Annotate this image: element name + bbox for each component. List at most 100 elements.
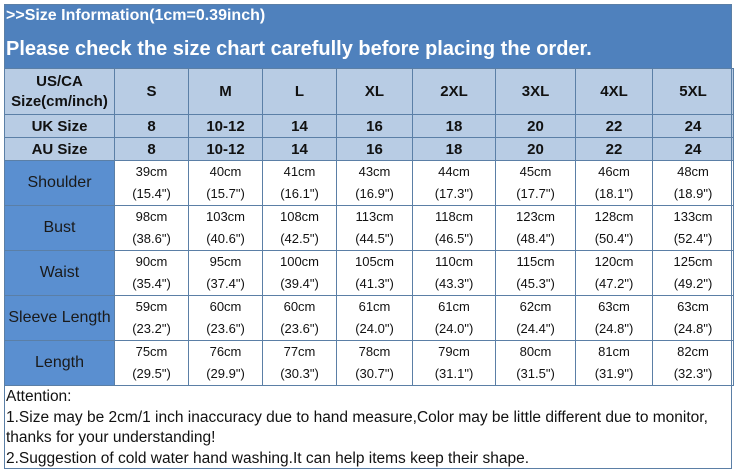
measurement-cm: 95cm <box>209 254 242 269</box>
measurement-inch: (18.9") <box>673 186 713 201</box>
measurement-inch: (30.3") <box>280 366 319 381</box>
size-header: 5XL <box>652 68 734 115</box>
measurement-cm: 60cm <box>283 299 316 314</box>
measurement-row: Bust 98cm (38.6") 103cm (40.6") 108cm (42.5") 1… <box>4 205 734 251</box>
measurement-cell: 79cm (31.1") <box>412 340 496 386</box>
header-label-line: Size(cm/inch) <box>11 92 108 110</box>
measurement-inch: (16.1") <box>280 186 319 201</box>
measurement-cm: 115cm <box>516 254 555 269</box>
measurement-inch: (31.9") <box>594 366 634 381</box>
measurement-cm: 63cm <box>677 299 709 314</box>
measurement-cell: 46cm (18.1") <box>575 160 653 206</box>
attention-note-1: 1.Size may be 2cm/1 inch inaccuracy due … <box>6 408 708 426</box>
measurement-cell: 44cm (17.3") <box>412 160 496 206</box>
measurement-cm: 45cm <box>519 164 552 179</box>
measurement-cm: 125cm <box>673 254 713 269</box>
measurement-cm: 78cm <box>358 344 391 359</box>
uk-size-value: 14 <box>262 114 337 138</box>
measurement-cell: 60cm (23.6") <box>262 295 337 341</box>
uk-size-value: 16 <box>336 114 413 138</box>
measurement-cm: 120cm <box>594 254 634 269</box>
measurement-cell: 105cm (41.3") <box>336 250 413 296</box>
measurement-cm: 110cm <box>434 254 474 269</box>
measurement-inch: (15.7") <box>206 186 245 201</box>
measurement-inch: (37.4") <box>206 276 245 291</box>
measurement-row: Waist 90cm (35.4") 95cm (37.4") 100cm (39.4") 1… <box>4 250 734 296</box>
measurement-row: Shoulder 39cm (15.4") 40cm (15.7") 41cm (16.1"… <box>4 160 734 206</box>
measurement-cm: 80cm <box>519 344 552 359</box>
measurement-cell: 59cm (23.2") <box>114 295 189 341</box>
size-chart-table: US/CA Size(cm/inch) S M L XL 2XL 3XL 4XL 5XL UK Si… <box>4 68 734 386</box>
measurement-inch: (24.0") <box>355 321 394 336</box>
measurement-cm: 76cm <box>209 344 242 359</box>
measurement-cm: 90cm <box>135 254 168 269</box>
measurement-cm: 82cm <box>677 344 709 359</box>
measurement-cell: 103cm (40.6") <box>188 205 263 251</box>
measurement-cell: 113cm (44.5") <box>336 205 413 251</box>
measurement-cm: 81cm <box>598 344 630 359</box>
measurement-row: Length 75cm (29.5") 76cm (29.9") 77cm (30.3") 7… <box>4 340 734 386</box>
measurement-cell: 76cm (29.9") <box>188 340 263 386</box>
measurement-cell: 48cm (18.9") <box>652 160 734 206</box>
measurement-inch: (42.5") <box>280 231 319 246</box>
measurement-cell: 95cm (37.4") <box>188 250 263 296</box>
measurement-inch: (31.1") <box>434 366 474 381</box>
measurement-cm: 118cm <box>434 209 474 224</box>
measurement-inch: (17.7") <box>516 186 555 201</box>
measurement-cell: 61cm (24.0") <box>336 295 413 341</box>
au-size-row: AU Size 8 10-12 14 16 18 20 22 24 <box>4 137 734 161</box>
measurement-inch: (29.9") <box>206 366 245 381</box>
au-size-value: 22 <box>575 137 653 161</box>
measurement-cell: 128cm (50.4") <box>575 205 653 251</box>
size-chart-notice: Please check the size chart carefully be… <box>6 38 592 60</box>
uk-size-value: 8 <box>114 114 189 138</box>
measurement-inch: (29.5") <box>132 366 171 381</box>
measurement-cm: 43cm <box>358 164 391 179</box>
measurement-cm: 98cm <box>135 209 168 224</box>
au-size-value: 8 <box>114 137 189 161</box>
measurement-inch: (23.2") <box>132 321 171 336</box>
size-header: 2XL <box>412 68 496 115</box>
measurement-inch: (52.4") <box>673 231 713 246</box>
measurement-inch: (38.6") <box>132 231 171 246</box>
measurement-cell: 61cm (24.0") <box>412 295 496 341</box>
measurement-inch: (50.4") <box>594 231 634 246</box>
measurement-inch: (41.3") <box>355 276 394 291</box>
measurement-cm: 75cm <box>135 344 168 359</box>
measurement-cell: 90cm (35.4") <box>114 250 189 296</box>
au-size-value: 18 <box>412 137 496 161</box>
measurement-inch: (18.1") <box>594 186 634 201</box>
measurement-cm: 79cm <box>438 344 470 359</box>
measurement-inch: (48.4") <box>516 231 555 246</box>
measurement-cm: 61cm <box>358 299 391 314</box>
uk-size-row: UK Size 8 10-12 14 16 18 20 22 24 <box>4 114 734 138</box>
measurement-cell: 75cm (29.5") <box>114 340 189 386</box>
measurement-inch: (47.2") <box>594 276 634 291</box>
measurement-cm: 60cm <box>209 299 242 314</box>
measurement-cell: 125cm (49.2") <box>652 250 734 296</box>
size-header: S <box>114 68 189 115</box>
measurement-inch: (32.3") <box>673 366 713 381</box>
measurement-cm: 46cm <box>598 164 630 179</box>
measurement-cell: 43cm (16.9") <box>336 160 413 206</box>
measurement-inch: (23.6") <box>280 321 319 336</box>
measurement-cm: 59cm <box>135 299 168 314</box>
measurement-inch: (24.8") <box>594 321 634 336</box>
attention-note-2: 2.Suggestion of cold water hand washing.… <box>6 449 530 467</box>
chart-border <box>4 4 732 469</box>
measurement-inch: (44.5") <box>355 231 394 246</box>
uk-size-label: UK Size <box>4 114 115 138</box>
size-header: L <box>262 68 337 115</box>
measurement-cell: 100cm (39.4") <box>262 250 337 296</box>
measurement-cell: 98cm (38.6") <box>114 205 189 251</box>
measurement-cell: 63cm (24.8") <box>652 295 734 341</box>
measurement-label: Sleeve Length <box>4 295 115 341</box>
measurement-inch: (30.7") <box>355 366 394 381</box>
measurement-cell: 115cm (45.3") <box>495 250 576 296</box>
measurement-cell: 82cm (32.3") <box>652 340 734 386</box>
attention-note-1-cont: thanks for your understanding! <box>6 429 216 446</box>
measurement-cm: 105cm <box>354 254 395 269</box>
measurement-inch: (16.9") <box>355 186 394 201</box>
size-header-row: US/CA Size(cm/inch) S M L XL 2XL 3XL 4XL 5XL <box>4 68 734 115</box>
measurement-cell: 110cm (43.3") <box>412 250 496 296</box>
